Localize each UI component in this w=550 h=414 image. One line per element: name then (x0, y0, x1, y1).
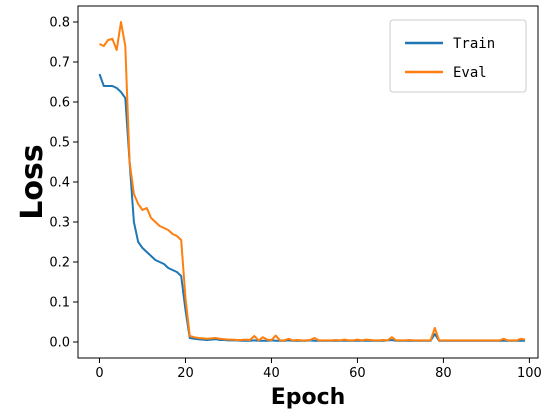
y-tick-label: 0.0 (49, 336, 70, 351)
plot-area-group (98, 21, 526, 342)
legend-label-train: Train (453, 36, 495, 52)
y-tick-label: 0.2 (49, 256, 70, 271)
y-tick-label: 0.6 (49, 96, 70, 111)
y-tick-label: 0.4 (49, 176, 70, 191)
y-tick-label: 0.1 (49, 296, 70, 311)
series-line-train (98, 73, 526, 342)
x-tick-label: 60 (349, 366, 366, 381)
x-axis-ticks: 0 20 40 60 80 100 (95, 358, 542, 381)
y-tick-label: 0.7 (49, 56, 70, 71)
y-axis-label: Loss (15, 144, 50, 219)
x-tick-label: 80 (435, 366, 452, 381)
y-tick-label: 0.3 (49, 216, 70, 231)
y-tick-label: 0.8 (49, 16, 70, 31)
legend-box (389, 19, 527, 93)
x-tick-label: 100 (517, 366, 542, 381)
legend: Train Eval (389, 19, 527, 93)
x-tick-label: 0 (95, 366, 103, 381)
x-axis-label: Epoch (271, 385, 346, 410)
x-tick-label: 40 (263, 366, 280, 381)
legend-label-eval: Eval (453, 65, 487, 81)
y-axis-ticks: 0.0 0.1 0.2 0.3 0.4 0.5 0.6 0.7 0.8 (49, 16, 78, 351)
y-tick-label: 0.5 (49, 136, 70, 151)
x-tick-label: 20 (177, 366, 194, 381)
series-line-eval (99, 21, 526, 342)
